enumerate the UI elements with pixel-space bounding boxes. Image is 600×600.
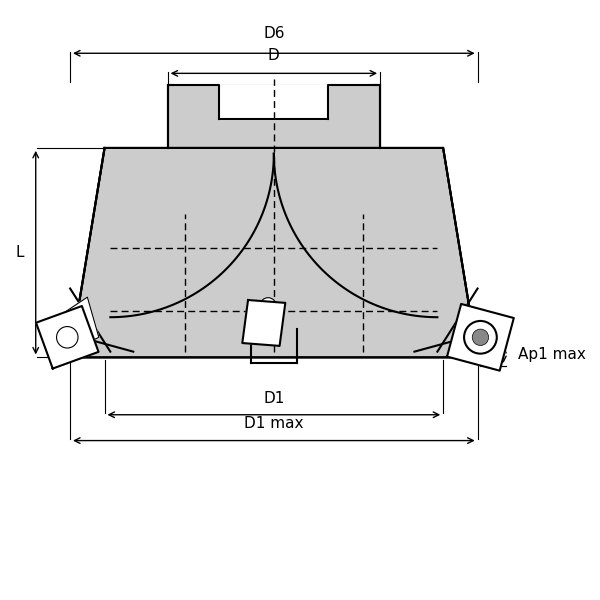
Text: L: L [16, 245, 24, 260]
Polygon shape [36, 306, 98, 368]
Polygon shape [242, 300, 286, 346]
Circle shape [472, 329, 488, 346]
Circle shape [56, 326, 78, 348]
Polygon shape [168, 85, 380, 148]
Circle shape [464, 321, 497, 353]
Polygon shape [220, 85, 328, 119]
Circle shape [260, 298, 276, 314]
Text: D1 max: D1 max [244, 416, 304, 431]
Text: D: D [268, 48, 280, 63]
Text: D1: D1 [263, 391, 284, 406]
Polygon shape [53, 297, 99, 355]
Text: D6: D6 [263, 26, 284, 41]
Polygon shape [70, 148, 478, 358]
Polygon shape [447, 304, 514, 371]
Polygon shape [70, 148, 478, 358]
Text: Ap1 max: Ap1 max [518, 347, 586, 362]
Circle shape [67, 323, 85, 340]
